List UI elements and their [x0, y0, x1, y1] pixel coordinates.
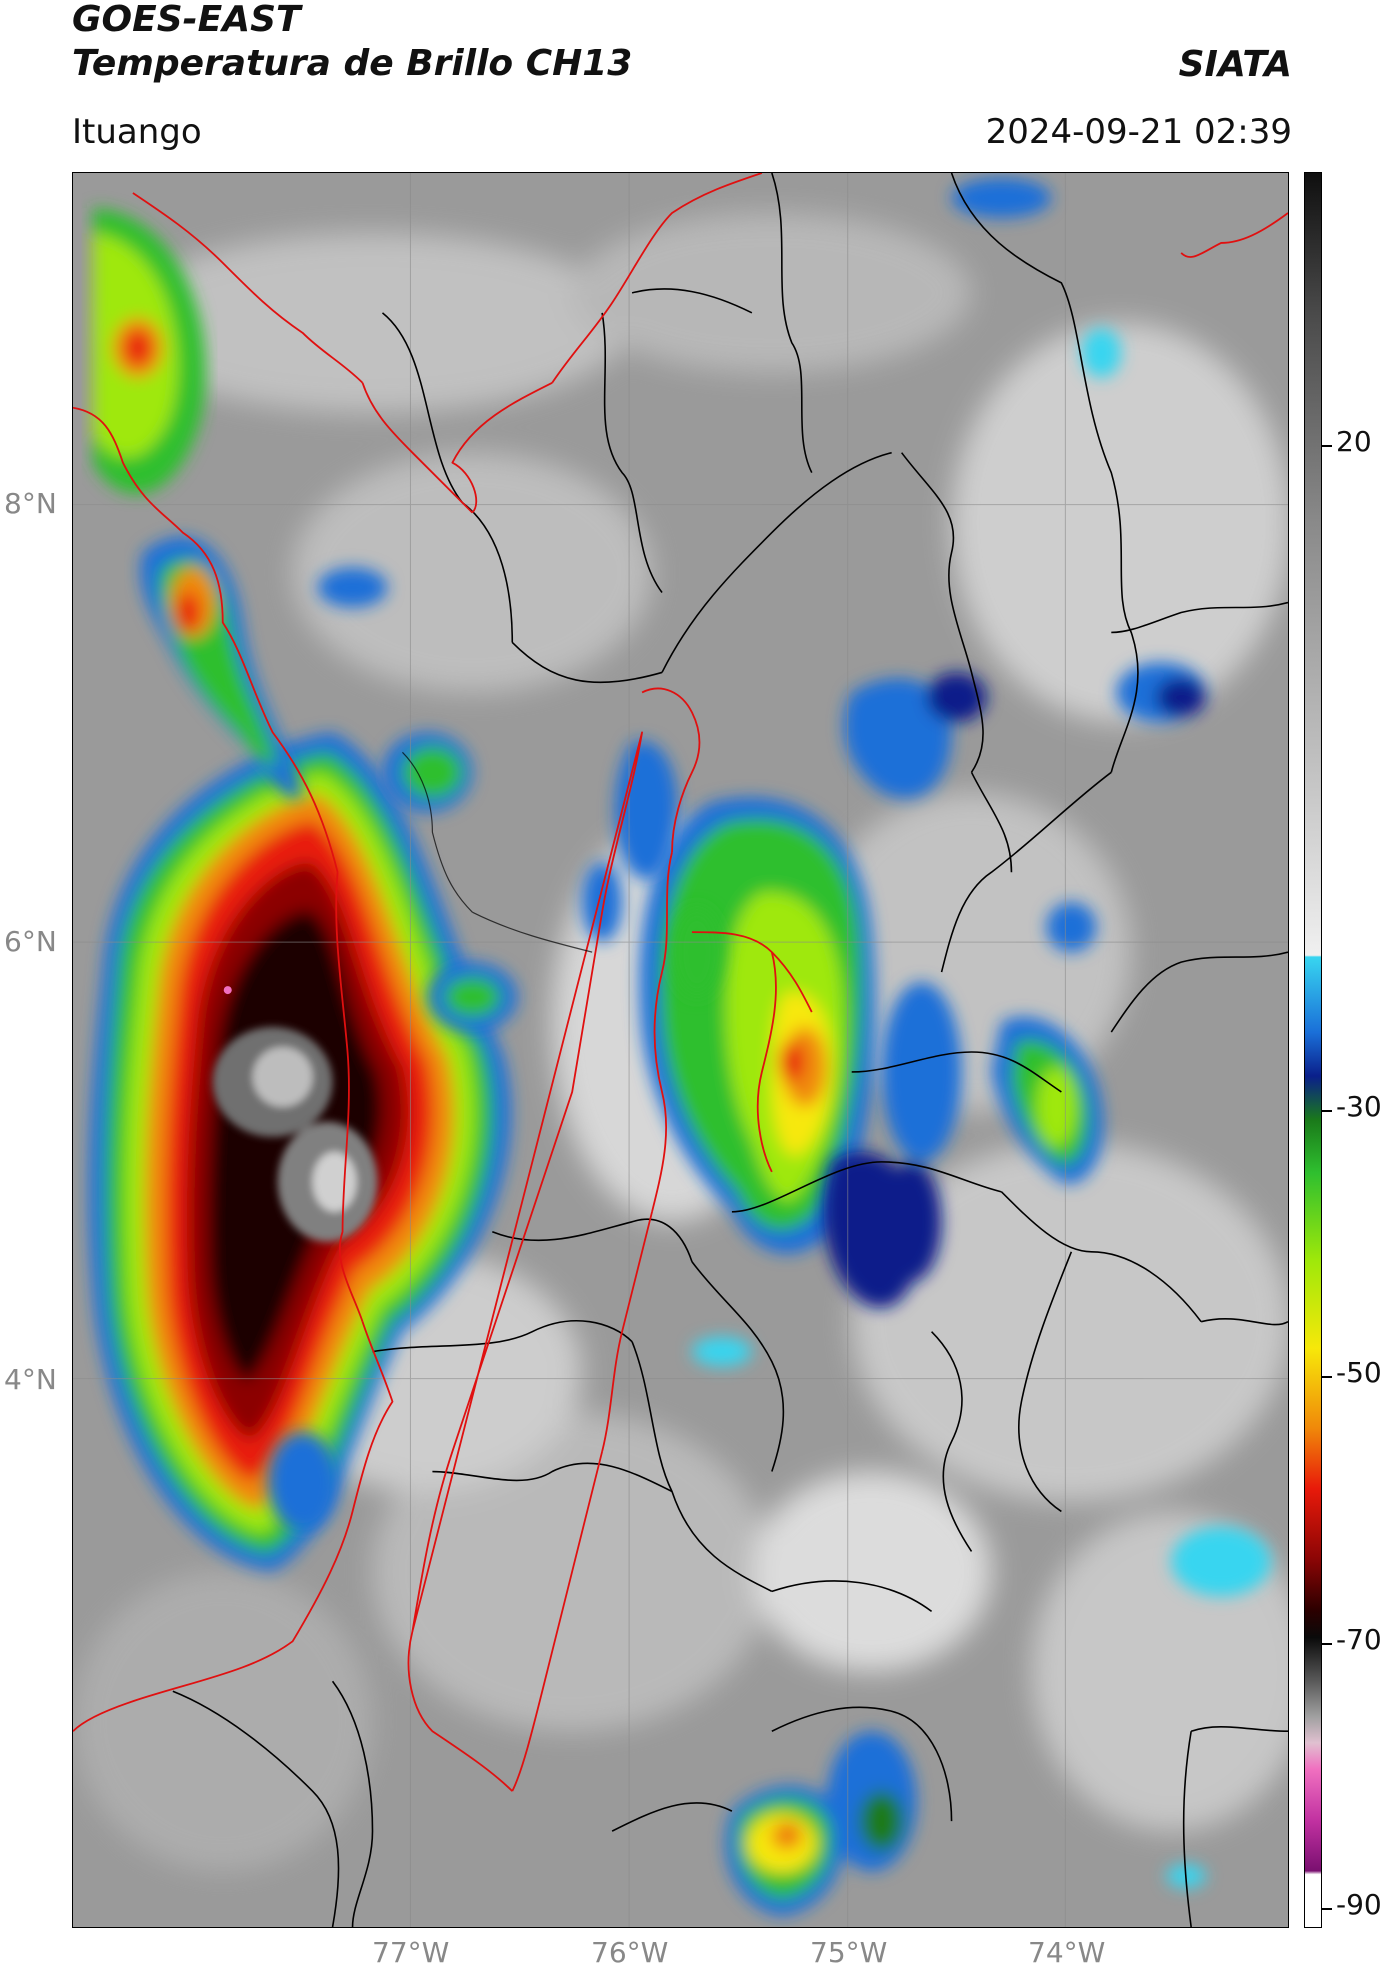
colorbar-tick	[1322, 1643, 1332, 1645]
lon-label-76w: 76°W	[591, 1936, 669, 1969]
lon-label-75w: 75°W	[810, 1936, 888, 1969]
satellite-title: GOES-EAST	[72, 0, 301, 40]
colorbar-label-20: 20	[1336, 425, 1372, 458]
product-title: Temperatura de Brillo CH13	[72, 43, 633, 84]
colorbar-tick	[1322, 1908, 1332, 1910]
temperature-colorbar	[1304, 172, 1322, 1928]
lat-label-6n: 6°N	[4, 925, 57, 958]
lat-label-4n: 4°N	[4, 1363, 57, 1396]
colorbar-tick	[1322, 1110, 1332, 1112]
colorbar-label-minus50: -50	[1336, 1356, 1382, 1389]
colorbar-label-minus30: -30	[1336, 1090, 1382, 1123]
colorbar-label-minus70: -70	[1336, 1623, 1382, 1656]
colorbar-tick	[1322, 1376, 1332, 1378]
satellite-map[interactable]	[72, 172, 1289, 1928]
lat-label-8n: 8°N	[4, 487, 57, 520]
colorbar-tick	[1322, 445, 1332, 447]
colorbar-label-minus90: -90	[1336, 1888, 1382, 1921]
lon-label-74w: 74°W	[1028, 1936, 1106, 1969]
lon-label-77w: 77°W	[372, 1936, 450, 1969]
location-label: Ituango	[72, 112, 202, 152]
brand-label: SIATA	[1178, 44, 1292, 85]
timestamp-label: 2024-09-21 02:39	[985, 112, 1292, 152]
